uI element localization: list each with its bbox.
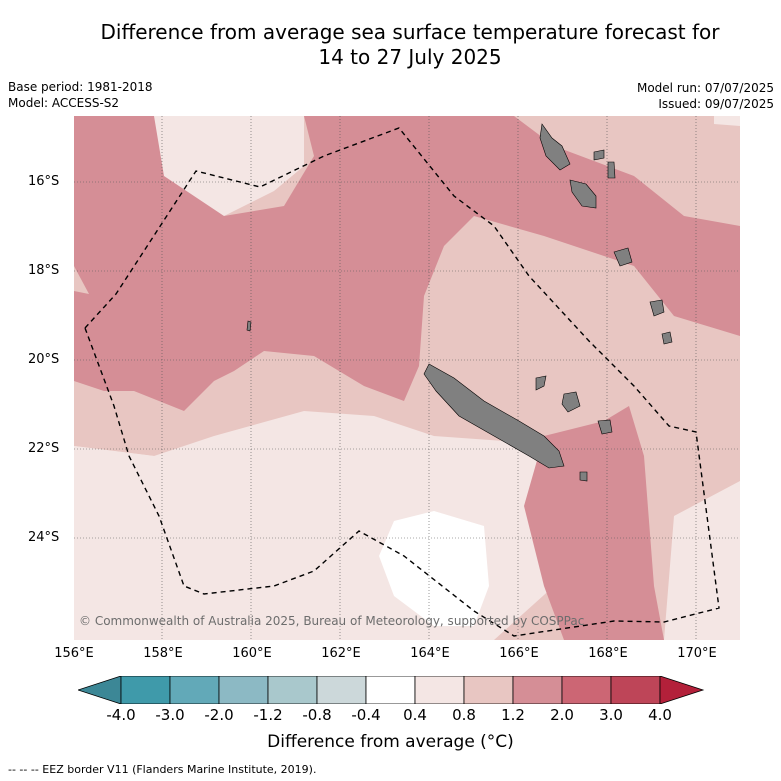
sst-anomaly-map (74, 116, 740, 640)
base-period-text: Base period: 1981-2018 (8, 80, 153, 94)
lat-label-18s: 18°S (28, 263, 60, 278)
anomaly-band-0.4-0.8-northeast (714, 116, 740, 126)
eez-border-line (84, 127, 720, 637)
colorbar-over-arrow (659, 675, 705, 705)
colorbar-segment (414, 675, 465, 705)
colorbar-tick-label: 3.0 (599, 706, 623, 724)
colorbar-tick-label: -4.0 (106, 706, 136, 724)
vanuatu-espiritu-santo (539, 123, 571, 171)
loyalty-island-lifou (561, 391, 581, 413)
anomaly-band-0.4-0.8-southeast (664, 481, 740, 640)
new-caledonia-island (423, 363, 565, 469)
colorbar-segment (120, 675, 171, 705)
vanuatu-efate (613, 247, 633, 267)
colorbar-segment (463, 675, 514, 705)
colorbar-graphic (76, 675, 705, 705)
lon-label-170e: 170°E (677, 646, 717, 661)
map-canvas (74, 116, 740, 640)
colorbar-segment (512, 675, 563, 705)
eez-legend-note: -- -- -- EEZ border V11 (Flanders Marine… (8, 763, 317, 776)
chesterfield-islands (246, 320, 252, 332)
colorbar-segment (561, 675, 612, 705)
colorbar-segment (218, 675, 269, 705)
lon-label-162e: 162°E (321, 646, 361, 661)
colorbar-segment (365, 675, 416, 705)
colorbar-tick-label: -1.2 (253, 706, 283, 724)
lon-label-160e: 160°E (232, 646, 272, 661)
lon-label-158e: 158°E (143, 646, 183, 661)
lat-label-22s: 22°S (28, 441, 60, 456)
colorbar-tick-label: 0.4 (403, 706, 427, 724)
vanuatu-maewo (593, 149, 605, 161)
colorbar-tick-label: -2.0 (204, 706, 234, 724)
colorbar-segment (267, 675, 318, 705)
issued-text: Issued: 09/07/2025 (658, 97, 774, 111)
map-title-line1: Difference from average sea surface temp… (100, 20, 720, 44)
lon-label-164e: 164°E (410, 646, 450, 661)
model-run-text: Model run: 07/07/2025 (636, 81, 774, 95)
vanuatu-tanna (661, 331, 673, 345)
isle-of-pines (579, 471, 588, 482)
vanuatu-erromango (649, 299, 665, 317)
colorbar-tick-label: -0.8 (302, 706, 332, 724)
anomaly-band-0.4-0.8-southwest (74, 446, 174, 640)
loyalty-island-ouvea (535, 375, 547, 391)
colorbar-tick-label: -3.0 (155, 706, 185, 724)
colorbar (76, 675, 705, 705)
colorbar-tick-label: -0.4 (351, 706, 381, 724)
colorbar-segment (610, 675, 661, 705)
colorbar-under-arrow (76, 675, 122, 705)
colorbar-tick-label: 4.0 (648, 706, 672, 724)
lat-label-16s: 16°S (28, 174, 60, 189)
anomaly-band-0.4-0.8-north (154, 116, 304, 216)
vanuatu-pentecost (607, 161, 616, 179)
lon-label-156e: 156°E (54, 646, 94, 661)
lat-label-24s: 24°S (28, 530, 60, 545)
colorbar-label: Difference from average (°C) (267, 732, 514, 752)
map-title-line2: 14 to 27 July 2025 (318, 45, 502, 69)
vanuatu-malekula (569, 179, 597, 209)
lat-label-20s: 20°S (28, 352, 60, 367)
loyalty-island-mare (597, 419, 613, 435)
copyright-notice: © Commonwealth of Australia 2025, Bureau… (79, 614, 585, 628)
colorbar-tick-label: 0.8 (452, 706, 476, 724)
colorbar-tick-label: 1.2 (501, 706, 525, 724)
colorbar-segment (169, 675, 220, 705)
colorbar-tick-label: 2.0 (550, 706, 574, 724)
anomaly-band-near-zero (379, 511, 489, 626)
model-text: Model: ACCESS-S2 (8, 96, 120, 110)
colorbar-segment (316, 675, 367, 705)
lon-label-166e: 166°E (499, 646, 539, 661)
lon-label-168e: 168°E (588, 646, 628, 661)
